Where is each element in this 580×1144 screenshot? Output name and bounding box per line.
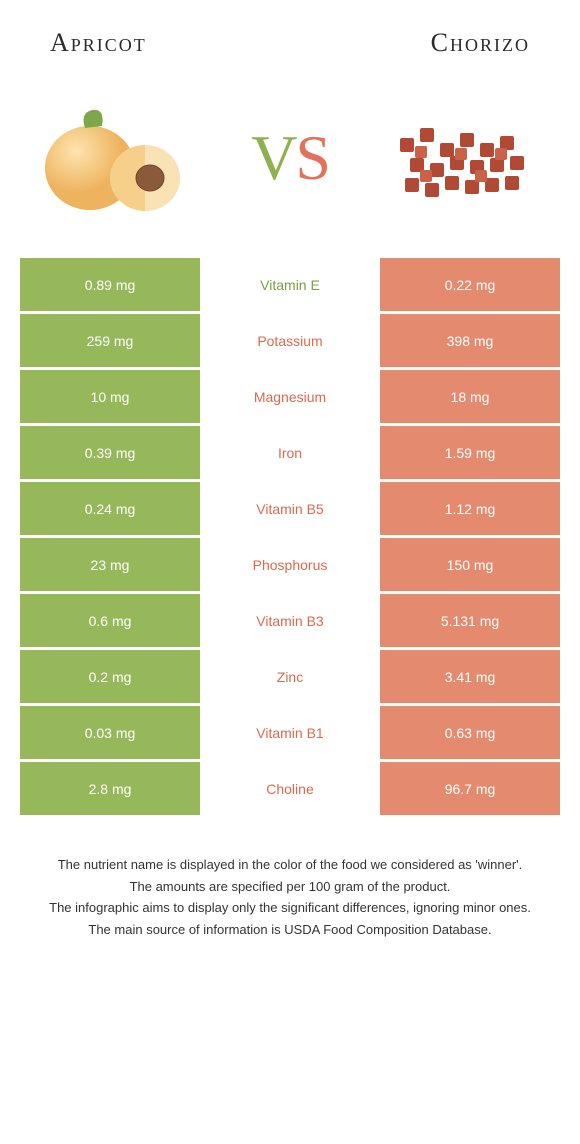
nutrient-label: Magnesium	[200, 370, 380, 423]
nutrient-label: Choline	[200, 762, 380, 815]
right-value: 96.7 mg	[380, 762, 560, 815]
table-row: 0.6 mgVitamin B35.131 mg	[20, 594, 560, 647]
comparison-table: 0.89 mgVitamin E0.22 mg259 mgPotassium39…	[20, 258, 560, 815]
right-value: 398 mg	[380, 314, 560, 367]
nutrient-label: Vitamin B1	[200, 706, 380, 759]
title-right: Chorizo	[431, 28, 530, 58]
hero-row: VS	[20, 88, 560, 258]
right-value: 0.22 mg	[380, 258, 560, 311]
nutrient-label: Vitamin B3	[200, 594, 380, 647]
nutrient-label: Vitamin B5	[200, 482, 380, 535]
footer-notes: The nutrient name is displayed in the co…	[20, 855, 560, 939]
left-value: 0.24 mg	[20, 482, 200, 535]
right-value: 1.59 mg	[380, 426, 560, 479]
table-row: 259 mgPotassium398 mg	[20, 314, 560, 367]
table-row: 10 mgMagnesium18 mg	[20, 370, 560, 423]
right-value: 18 mg	[380, 370, 560, 423]
left-value: 23 mg	[20, 538, 200, 591]
titles-row: Apricot Chorizo	[20, 28, 560, 58]
footer-line-3: The infographic aims to display only the…	[40, 898, 540, 918]
left-value: 0.39 mg	[20, 426, 200, 479]
nutrient-label: Potassium	[200, 314, 380, 367]
table-row: 0.03 mgVitamin B10.63 mg	[20, 706, 560, 759]
nutrient-label: Iron	[200, 426, 380, 479]
footer-line-1: The nutrient name is displayed in the co…	[40, 855, 540, 875]
table-row: 0.39 mgIron1.59 mg	[20, 426, 560, 479]
left-value: 2.8 mg	[20, 762, 200, 815]
nutrient-label: Phosphorus	[200, 538, 380, 591]
vs-label: VS	[251, 121, 329, 195]
left-value: 0.03 mg	[20, 706, 200, 759]
table-row: 23 mgPhosphorus150 mg	[20, 538, 560, 591]
right-value: 5.131 mg	[380, 594, 560, 647]
nutrient-label: Zinc	[200, 650, 380, 703]
right-value: 1.12 mg	[380, 482, 560, 535]
left-value: 259 mg	[20, 314, 200, 367]
footer-line-4: The main source of information is USDA F…	[40, 920, 540, 940]
left-value: 0.6 mg	[20, 594, 200, 647]
table-row: 0.24 mgVitamin B51.12 mg	[20, 482, 560, 535]
left-value: 10 mg	[20, 370, 200, 423]
table-row: 2.8 mgCholine96.7 mg	[20, 762, 560, 815]
nutrient-label: Vitamin E	[200, 258, 380, 311]
table-row: 0.89 mgVitamin E0.22 mg	[20, 258, 560, 311]
right-value: 150 mg	[380, 538, 560, 591]
vs-s: S	[295, 122, 329, 193]
footer-line-2: The amounts are specified per 100 gram o…	[40, 877, 540, 897]
right-value: 0.63 mg	[380, 706, 560, 759]
right-value: 3.41 mg	[380, 650, 560, 703]
chorizo-image	[370, 88, 550, 228]
left-value: 0.89 mg	[20, 258, 200, 311]
vs-v: V	[251, 122, 295, 193]
infographic-container: Apricot Chorizo VS	[0, 0, 580, 961]
apricot-image	[30, 88, 210, 228]
left-value: 0.2 mg	[20, 650, 200, 703]
title-left: Apricot	[50, 28, 147, 58]
table-row: 0.2 mgZinc3.41 mg	[20, 650, 560, 703]
